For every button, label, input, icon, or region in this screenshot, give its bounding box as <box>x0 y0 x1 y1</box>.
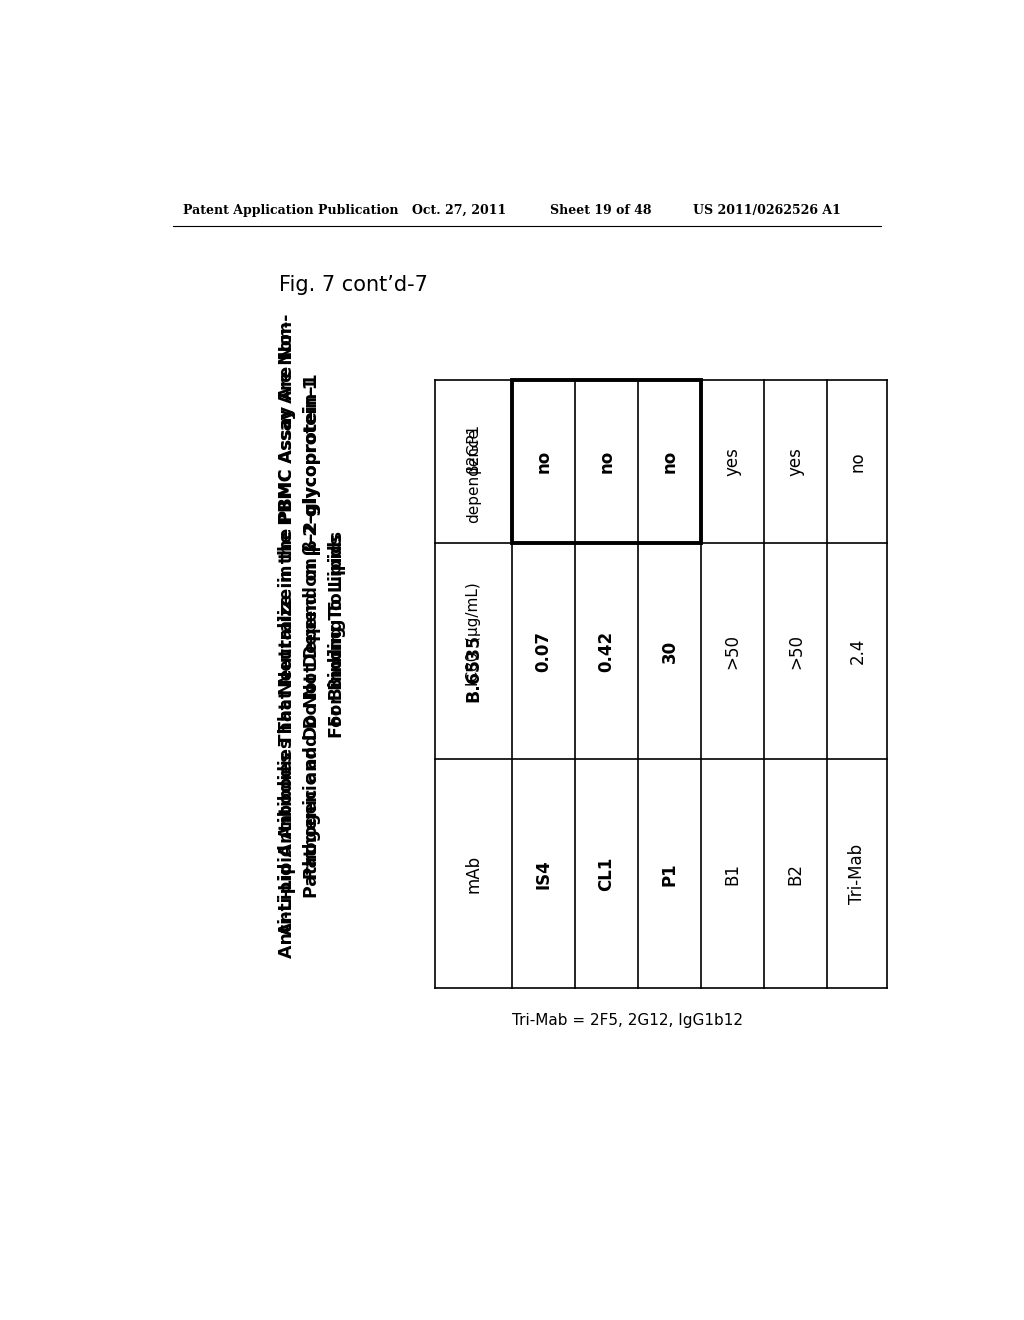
Text: no: no <box>535 450 552 474</box>
Text: CL1: CL1 <box>597 857 615 891</box>
Text: Anti-Lipid Antibodies That Neutralize in the PBMC Assay Are Non-
Pathogenic and : Anti-Lipid Antibodies That Neutralize in… <box>278 314 345 958</box>
Text: Fig. 7 cont’d-7: Fig. 7 cont’d-7 <box>280 276 428 296</box>
Text: Patent Application Publication: Patent Application Publication <box>183 205 398 218</box>
Text: 0.07: 0.07 <box>535 631 552 672</box>
Text: 30: 30 <box>660 640 679 663</box>
Bar <box>512 380 701 544</box>
Text: yes: yes <box>786 447 805 477</box>
Text: 0.42: 0.42 <box>597 631 615 672</box>
Text: no: no <box>849 451 866 473</box>
Text: 2.4: 2.4 <box>849 638 866 664</box>
Text: B1: B1 <box>724 863 741 884</box>
Text: Tri-Mab = 2F5, 2G12, IgG1b12: Tri-Mab = 2F5, 2G12, IgG1b12 <box>512 1014 742 1028</box>
Text: Anti-Lipid Antibodies That Neutralize in the PBMC Assay Are Non-
Pathogenic and : Anti-Lipid Antibodies That Neutralize in… <box>278 321 345 936</box>
Text: B.6535: B.6535 <box>464 634 482 702</box>
Text: >50: >50 <box>786 634 805 669</box>
Text: >50: >50 <box>724 634 741 669</box>
Text: Sheet 19 of 48: Sheet 19 of 48 <box>550 205 651 218</box>
Text: Tri-Mab: Tri-Mab <box>849 843 866 904</box>
Text: US 2011/0262526 A1: US 2011/0262526 A1 <box>692 205 841 218</box>
Text: no: no <box>660 450 679 474</box>
Text: IS4: IS4 <box>535 859 552 888</box>
Text: yes: yes <box>724 447 741 477</box>
Text: dependence: dependence <box>466 428 480 523</box>
Text: B2: B2 <box>786 863 805 884</box>
Text: IC80  (μg/mL): IC80 (μg/mL) <box>466 582 480 686</box>
Text: P1: P1 <box>660 862 679 886</box>
Text: no: no <box>597 450 615 474</box>
Text: mAb: mAb <box>464 854 482 892</box>
Text: Oct. 27, 2011: Oct. 27, 2011 <box>412 205 506 218</box>
Text: β2GP1: β2GP1 <box>466 422 480 473</box>
